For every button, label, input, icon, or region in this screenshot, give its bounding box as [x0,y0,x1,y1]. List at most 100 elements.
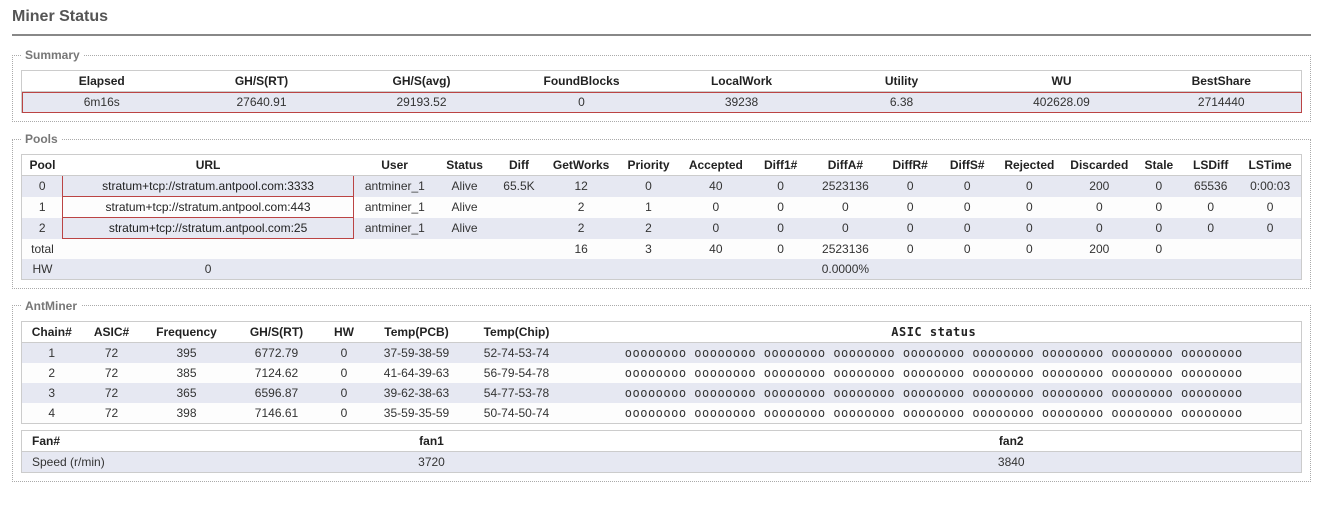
cell: 1 [22,197,63,218]
title-divider [12,34,1311,36]
cell [752,259,809,280]
fan-table: Fan#fan1fan2 Speed (r/min)37203840 [21,430,1302,473]
cell: 0 [22,176,63,197]
cell: 0 [939,218,996,239]
col-temp-chip-: Temp(Chip) [467,321,567,342]
cell: 2 [545,197,618,218]
cell: 52-74-53-74 [467,342,567,363]
cell: 2 [545,218,618,239]
pools-fieldset: Pools PoolURLUserStatusDiffGetWorksPrior… [12,132,1311,289]
col-hw: HW [322,321,367,342]
cell [617,259,679,280]
col-lstime: LSTime [1239,155,1301,176]
cell [493,218,545,239]
cell: 0 [809,197,882,218]
cell: 0 [996,218,1063,239]
cell: 0 [752,176,809,197]
cell: 0 [752,197,809,218]
cell: 72 [82,403,142,424]
total-label: total [22,239,63,259]
pool-total-row: total16340025231360002000 [22,239,1302,259]
cell: 2 [22,363,82,383]
cell: 41-64-39-63 [367,363,467,383]
col-utility: Utility [822,71,982,92]
col-foundblocks: FoundBlocks [502,71,662,92]
page-title: Miner Status [12,8,1311,30]
cell: 3720 [142,451,722,472]
cell: antminer_1 [353,176,436,197]
cell: 200 [1063,176,1136,197]
cell: 0 [617,176,679,197]
cell: 0 [1182,218,1239,239]
cell [436,239,493,259]
cell: 72 [82,342,142,363]
cell: 0 [1182,197,1239,218]
cell: 2523136 [809,239,882,259]
cell: 0 [1239,218,1301,239]
cell: 0 [996,176,1063,197]
cell: 0 [322,342,367,363]
cell: 29193.52 [342,92,502,113]
cell: 0 [1136,176,1183,197]
cell: 365 [142,383,232,403]
col-diffs-: DiffS# [939,155,996,176]
cell: 0 [63,259,353,280]
cell: 0 [882,218,939,239]
summary-table: ElapsedGH/S(RT)GH/S(avg)FoundBlocksLocal… [21,70,1302,113]
cell: 0 [882,239,939,259]
cell: 35-59-35-59 [367,403,467,424]
cell: 40 [680,176,753,197]
col-url: URL [63,155,353,176]
asic-status: oooooooo oooooooo oooooooo oooooooo oooo… [567,403,1302,424]
cell: 0 [322,383,367,403]
col-lsdiff: LSDiff [1182,155,1239,176]
col-rejected: Rejected [996,155,1063,176]
col-diff1-: Diff1# [752,155,809,176]
cell: 39-62-38-63 [367,383,467,403]
hw-label: HW [22,259,63,280]
cell: 27640.91 [182,92,342,113]
pool-hw-row: HW00.0000% [22,259,1302,280]
cell: antminer_1 [353,197,436,218]
cell: 0 [1239,197,1301,218]
cell: 0 [996,197,1063,218]
cell: 0 [752,218,809,239]
pool-row: 0stratum+tcp://stratum.antpool.com:3333a… [22,176,1302,197]
col-fan1: fan1 [142,430,722,451]
cell [680,259,753,280]
cell: 0 [939,197,996,218]
cell: 0 [1136,239,1183,259]
fan-speed-label: Speed (r/min) [22,451,142,472]
cell: 200 [1063,239,1136,259]
cell: 1 [22,342,82,363]
col-bestshare: BestShare [1142,71,1302,92]
fan-row: Speed (r/min)37203840 [22,451,1302,472]
col-user: User [353,155,436,176]
cell: 0 [1063,218,1136,239]
cell: 0 [1136,197,1183,218]
cell [1239,259,1301,280]
pools-table: PoolURLUserStatusDiffGetWorksPriorityAcc… [21,154,1302,280]
col-gh-s-avg-: GH/S(avg) [342,71,502,92]
cell: 402628.09 [982,92,1142,113]
cell: 0 [939,176,996,197]
col-pool: Pool [22,155,63,176]
cell: 2 [22,218,63,239]
cell [436,259,493,280]
col-diffr-: DiffR# [882,155,939,176]
col-fan-: Fan# [22,430,142,451]
asic-status: oooooooo oooooooo oooooooo oooooooo oooo… [567,363,1302,383]
col-discarded: Discarded [1063,155,1136,176]
cell: Alive [436,197,493,218]
cell: 398 [142,403,232,424]
col-wu: WU [982,71,1142,92]
cell: 50-74-50-74 [467,403,567,424]
asic-status: oooooooo oooooooo oooooooo oooooooo oooo… [567,342,1302,363]
cell: 0 [680,218,753,239]
summary-legend: Summary [21,48,84,62]
pool-url: stratum+tcp://stratum.antpool.com:3333 [63,176,353,197]
cell: 3 [22,383,82,403]
asic-status: oooooooo oooooooo oooooooo oooooooo oooo… [567,383,1302,403]
col-fan2: fan2 [722,430,1302,451]
cell [1063,259,1136,280]
